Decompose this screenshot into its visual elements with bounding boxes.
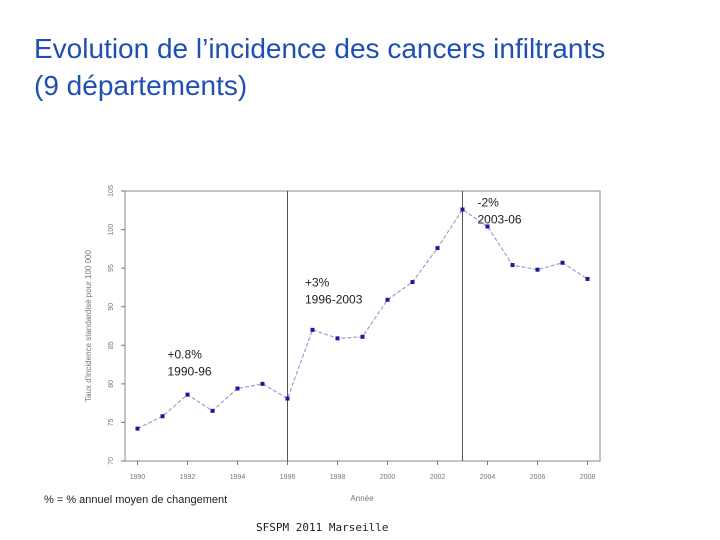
annotation-period: 1990-96	[168, 364, 212, 378]
annotation-period: 1996-2003	[305, 293, 363, 307]
data-point	[210, 408, 215, 413]
y-tick-label: 90	[108, 303, 115, 311]
y-axis: 70 75 80 85 90 95 100 105	[108, 185, 125, 465]
x-tick-label: 1996	[280, 474, 296, 481]
data-point	[185, 392, 190, 397]
y-tick-label: 105	[108, 185, 115, 197]
x-axis: 1990 1992 1994 1996 1998 2000 2002 2004 2006 2008	[130, 461, 596, 481]
x-tick-label: 1994	[230, 474, 246, 481]
breakpoint-lines	[287, 191, 463, 461]
annotation-period: 2003-06	[478, 212, 522, 226]
y-tick-label: 80	[108, 380, 115, 388]
data-point	[585, 276, 590, 281]
x-tick-label: 2002	[430, 474, 446, 481]
x-tick-label: 1990	[130, 474, 146, 481]
slide-title: Evolution de l’incidence des cancers inf…	[34, 30, 704, 104]
plot-frame	[124, 190, 601, 462]
footer: SFSPM 2011 Marseille	[256, 521, 389, 534]
x-tick-label: 2000	[380, 474, 396, 481]
segment-annotation: +3% 1996-2003	[305, 276, 363, 307]
x-axis-label: Année	[350, 494, 374, 503]
data-point	[135, 426, 140, 431]
data-point	[460, 207, 465, 212]
annotations: +0.8% 1990-96 +3% 1996-2003 -2% 2003-06	[168, 195, 522, 378]
data-point	[335, 336, 340, 341]
data-point	[260, 381, 265, 386]
x-tick-label: 2006	[530, 474, 546, 481]
data-point	[535, 267, 540, 272]
y-tick-label: 100	[108, 224, 115, 236]
y-tick-label: 95	[108, 264, 115, 272]
data-point	[510, 263, 515, 268]
data-point	[485, 224, 490, 229]
footnote: % = % annuel moyen de changement	[44, 494, 228, 506]
annotation-rate: -2%	[478, 195, 500, 209]
series-layer	[135, 207, 590, 431]
x-tick-label: 2004	[480, 474, 496, 481]
y-tick-label: 75	[108, 418, 115, 426]
data-point	[410, 280, 415, 285]
data-point	[160, 414, 165, 419]
annotation-rate: +0.8%	[168, 347, 203, 361]
data-point	[235, 386, 240, 391]
title-line-2: (9 départements)	[34, 70, 248, 101]
y-tick-label: 70	[108, 457, 115, 465]
data-point	[310, 327, 315, 332]
data-point	[560, 260, 565, 265]
data-point	[360, 334, 365, 339]
segment-annotation: +0.8% 1990-96	[168, 347, 212, 378]
y-axis-label: Taux d'incidence standardisé pour 100 00…	[84, 250, 93, 402]
y-tick-label: 85	[108, 341, 115, 349]
data-point	[385, 297, 390, 302]
x-tick-label: 1998	[330, 474, 346, 481]
x-tick-label: 1992	[180, 474, 196, 481]
annotation-rate: +3%	[305, 276, 330, 290]
segment-annotation: -2% 2003-06	[478, 195, 522, 226]
x-tick-label: 2008	[580, 474, 596, 481]
series-line	[137, 208, 588, 430]
title-line-1: Evolution de l’incidence des cancers inf…	[34, 33, 606, 64]
data-point	[435, 246, 440, 251]
data-point	[285, 396, 290, 401]
